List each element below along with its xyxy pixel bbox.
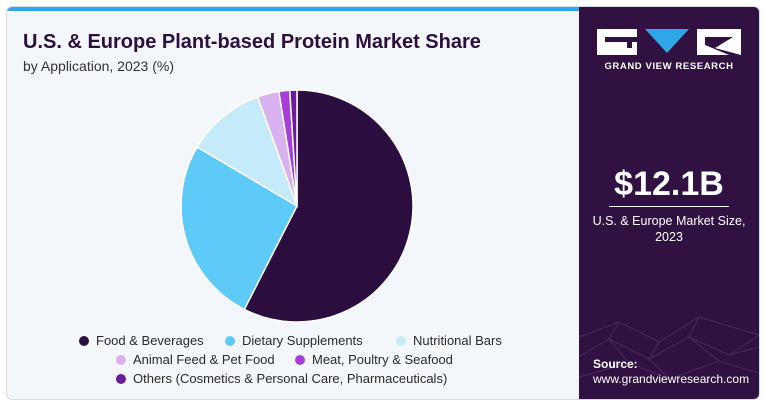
legend-label: Nutritional Bars bbox=[413, 333, 502, 348]
legend-item-others: Others (Cosmetics & Personal Care, Pharm… bbox=[116, 371, 447, 386]
legend-label: Food & Beverages bbox=[96, 333, 204, 348]
legend-swatch bbox=[295, 354, 305, 365]
grand-view-research-logo bbox=[597, 29, 741, 55]
legend-item-dietary-supplements: Dietary Supplements bbox=[225, 333, 363, 348]
brand-name: GRAND VIEW RESEARCH bbox=[604, 61, 734, 72]
caption-line-1: U.S. & Europe Market Size, bbox=[592, 214, 746, 228]
legend-swatch bbox=[116, 373, 126, 384]
legend-item-meat-poultry-seafood: Meat, Poultry & Seafood bbox=[295, 352, 453, 367]
legend-label: Meat, Poultry & Seafood bbox=[312, 352, 453, 367]
legend-label: Dietary Supplements bbox=[242, 333, 363, 348]
source-note: Source: www.grandviewresearch.com bbox=[593, 357, 749, 387]
legend-swatch bbox=[116, 354, 126, 365]
chart-panel: U.S. & Europe Plant-based Protein Market… bbox=[7, 7, 579, 399]
infographic-card: U.S. & Europe Plant-based Protein Market… bbox=[6, 6, 760, 400]
pie-slice-dietary-supplements bbox=[180, 145, 298, 311]
divider bbox=[609, 206, 729, 207]
market-size-caption: U.S. & Europe Market Size, 2023 bbox=[579, 213, 759, 245]
pie-slice-nutritional-bars bbox=[196, 95, 299, 208]
chart-subtitle: by Application, 2023 (%) bbox=[23, 58, 174, 74]
market-size-value: $12.1B bbox=[614, 165, 724, 203]
legend-item-nutritional-bars: Nutritional Bars bbox=[396, 333, 502, 348]
legend-swatch bbox=[79, 335, 89, 346]
sidebar-panel: GRAND VIEW RESEARCH $12.1B U.S. & Europe… bbox=[579, 7, 759, 399]
legend-item-food-beverages: Food & Beverages bbox=[79, 333, 204, 348]
legend-label: Animal Feed & Pet Food bbox=[133, 352, 275, 367]
source-url[interactable]: www.grandviewresearch.com bbox=[593, 372, 750, 386]
caption-line-2: 2023 bbox=[655, 230, 683, 244]
accent-bar bbox=[7, 7, 579, 11]
legend-swatch bbox=[225, 335, 235, 346]
legend-item-animal-feed: Animal Feed & Pet Food bbox=[116, 352, 275, 367]
decorative-texture bbox=[579, 316, 759, 380]
legend-label: Others (Cosmetics & Personal Care, Pharm… bbox=[133, 371, 448, 386]
pie-chart bbox=[180, 89, 414, 323]
pie-slice-others bbox=[288, 89, 298, 207]
source-label: Source: bbox=[593, 357, 638, 371]
pie-slice-food-beverages bbox=[243, 89, 414, 323]
legend-swatch bbox=[396, 335, 406, 346]
chart-title: U.S. & Europe Plant-based Protein Market… bbox=[23, 31, 481, 53]
